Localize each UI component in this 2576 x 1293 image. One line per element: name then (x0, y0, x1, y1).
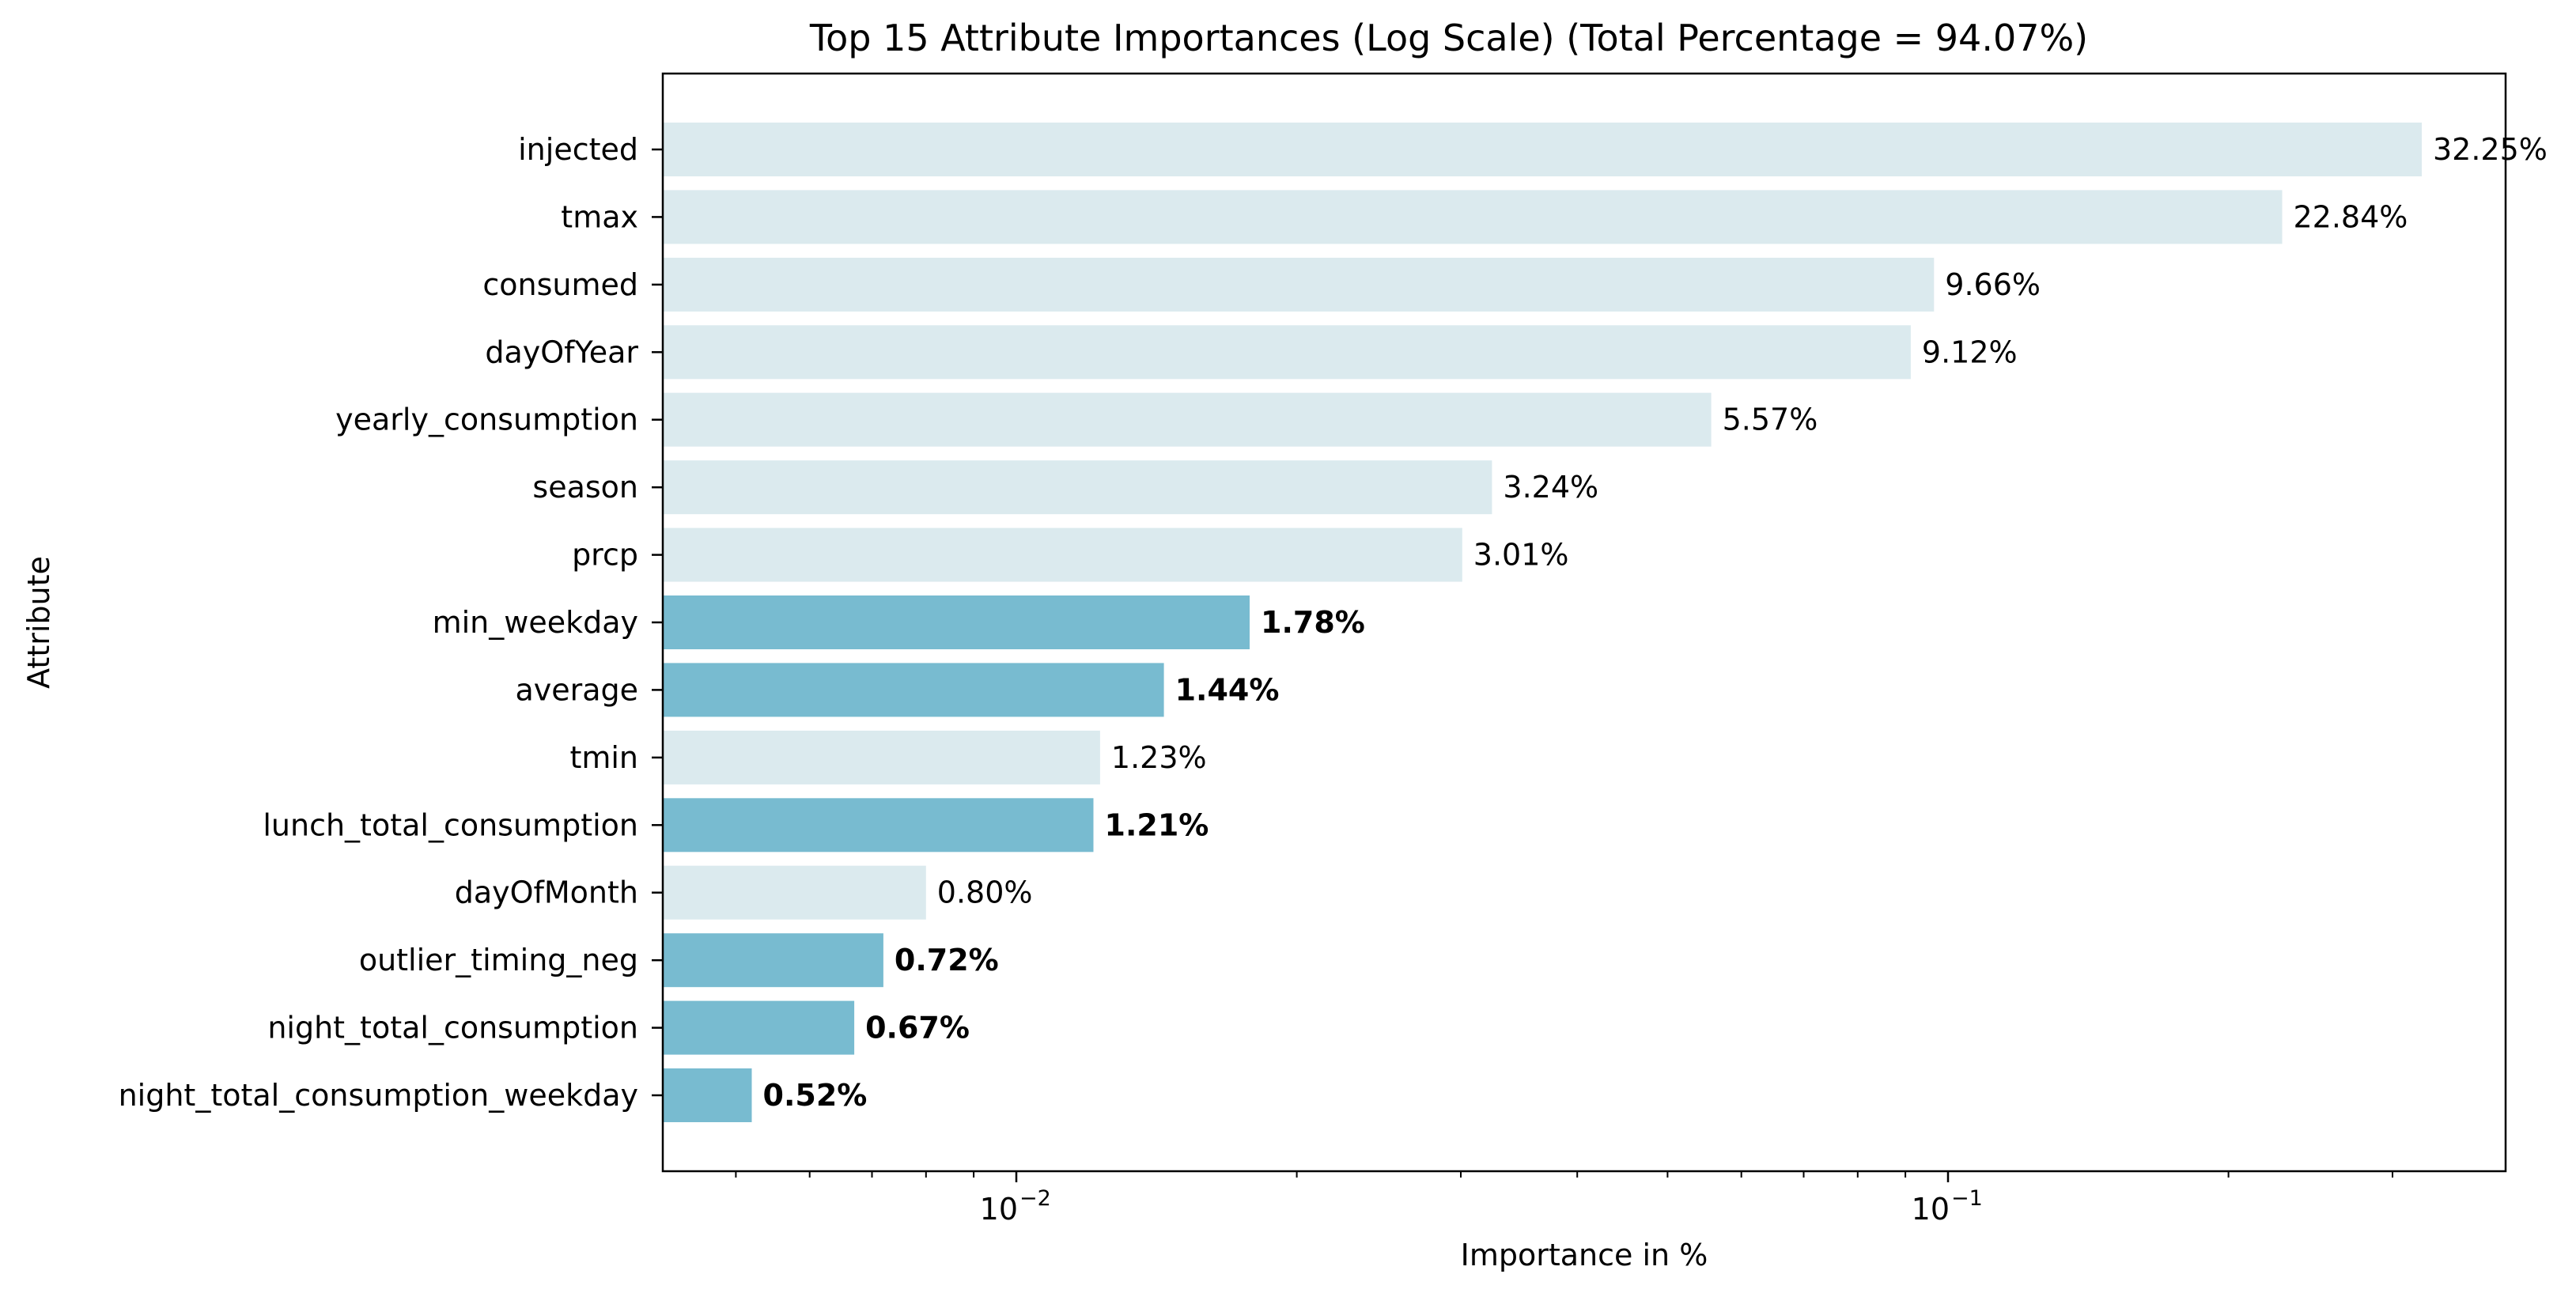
bar-injected (663, 123, 2422, 176)
bar-min_weekday (663, 595, 1250, 649)
x-tick-label-exponent: −2 (1019, 1186, 1051, 1211)
bar-value-label: 32.25% (2433, 132, 2548, 167)
bar-tmax (663, 190, 2283, 244)
y-tick-label: tmax (561, 199, 638, 234)
bar-average (663, 663, 1164, 717)
plot-frame (661, 72, 2507, 1173)
bar-value-label: 9.66% (1945, 267, 2041, 302)
bar-season (663, 460, 1492, 515)
bar-value-label: 3.01% (1473, 538, 1569, 573)
bar-night_total_consumption_weekday (663, 1068, 752, 1122)
bar-value-label: 9.12% (1922, 335, 2018, 369)
y-tick-label: dayOfMonth (455, 875, 638, 910)
bar-yearly_consumption (663, 392, 1712, 447)
x-axis-ticks: 10 −2 10 −1 (735, 1171, 2393, 1227)
bar-value-label: 5.57% (1723, 403, 1818, 437)
bars-layer: injected 32.25% tmax 22.84% consumed 9.66% day… (119, 123, 2548, 1122)
bar-value-label: 0.72% (895, 943, 999, 977)
bar-value-label: 0.80% (937, 875, 1033, 910)
bar-dayOfMonth (663, 865, 926, 920)
y-tick-label: night_total_consumption_weekday (119, 1078, 638, 1113)
x-tick-label-exponent: −1 (1951, 1186, 1983, 1211)
x-tick-label-base: 10 (980, 1192, 1018, 1227)
y-tick-label: dayOfYear (485, 335, 638, 369)
bar-value-label: 1.44% (1175, 672, 1280, 707)
bar-value-label: 22.84% (2294, 199, 2408, 234)
y-tick-label: night_total_consumption (267, 1011, 638, 1045)
y-axis-label: Attribute (21, 556, 56, 689)
bar-prcp (663, 527, 1462, 582)
bar-night_total_consumption (663, 1000, 855, 1055)
bar-lunch_total_consumption (663, 798, 1094, 853)
y-tick-label: tmin (569, 740, 638, 775)
bar-consumed (663, 257, 1935, 312)
bar-value-label: 3.24% (1503, 470, 1598, 505)
bar-value-label: 1.23% (1111, 740, 1207, 775)
y-tick-label: average (515, 672, 638, 707)
y-tick-label: season (532, 470, 638, 505)
x-tick-label-base: 10 (1912, 1192, 1950, 1227)
bar-value-label: 0.67% (865, 1011, 970, 1045)
bar-outlier_timing_neg (663, 933, 883, 988)
y-tick-label: outlier_timing_neg (359, 943, 638, 977)
y-tick-label: min_weekday (433, 605, 638, 640)
bar-tmin (663, 730, 1100, 784)
bar-value-label: 0.52% (763, 1078, 868, 1113)
bar-value-label: 1.21% (1105, 807, 1209, 842)
x-axis-label: Importance in % (1461, 1238, 1708, 1272)
chart-title: Top 15 Attribute Importances (Log Scale)… (809, 17, 2088, 59)
y-tick-label: yearly_consumption (335, 403, 638, 437)
y-tick-label: injected (518, 132, 638, 167)
y-tick-label: consumed (482, 267, 638, 302)
bar-value-label: 1.78% (1261, 605, 1365, 640)
y-tick-label: lunch_total_consumption (263, 807, 638, 842)
y-tick-label: prcp (572, 538, 638, 573)
bar-dayOfYear (663, 325, 1911, 380)
